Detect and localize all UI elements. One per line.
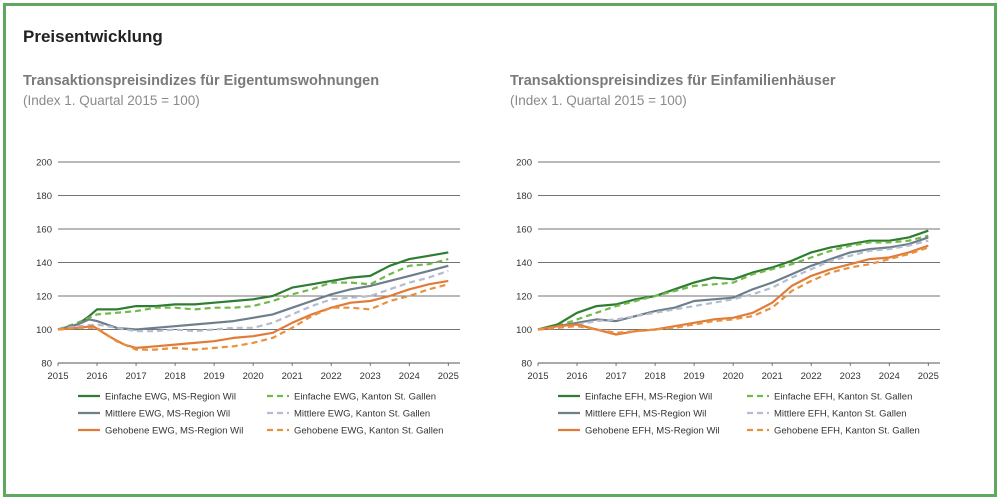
x-tick-label: 2024 <box>399 371 420 382</box>
x-tick-label: 2020 <box>243 371 264 382</box>
series-line-5 <box>537 244 929 336</box>
y-tick-label: 200 <box>36 158 52 169</box>
x-tick-label: 2018 <box>165 371 186 382</box>
y-tick-label: 140 <box>36 258 52 269</box>
y-tick-label: 160 <box>36 225 52 236</box>
legend-label: Mittlere EWG, MS-Region Wil <box>105 409 230 420</box>
legend-label: Gehobene EFH, MS-Region Wil <box>585 426 720 437</box>
series-line-2 <box>537 234 929 331</box>
x-tick-label: 2016 <box>566 371 587 382</box>
x-tick-label: 2015 <box>527 371 548 382</box>
legend-label: Einfache EFH, MS-Region Wil <box>585 392 712 403</box>
x-tick-label: 2024 <box>879 371 900 382</box>
series-line-1 <box>537 229 929 331</box>
x-tick-label: 2020 <box>723 371 744 382</box>
y-tick-label: 100 <box>36 325 52 336</box>
series-line-1 <box>57 251 449 331</box>
legend-label: Gehobene EFH, Kanton St. Gallen <box>774 426 920 437</box>
x-tick-label: 2023 <box>360 371 381 382</box>
legend-label: Einfache EFH, Kanton St. Gallen <box>774 392 912 403</box>
chart-title-einfamilienhaeuser: Transaktionspreisindizes für Einfamilien… <box>510 73 836 89</box>
y-tick-label: 140 <box>516 258 532 269</box>
legend-label: Einfache EWG, MS-Region Wil <box>105 392 236 403</box>
y-tick-label: 160 <box>516 225 532 236</box>
x-tick-label: 2021 <box>762 371 783 382</box>
line-chart-eigentumswohnungen: 80 100 120 140 160 180 200 2015 2016 2017 2018 2019… <box>36 158 460 437</box>
x-tick-label: 2023 <box>840 371 861 382</box>
series-line-4 <box>537 239 929 331</box>
x-tick-label: 2015 <box>47 371 68 382</box>
y-tick-label: 120 <box>36 292 52 303</box>
x-tick-label: 2025 <box>918 371 939 382</box>
y-tick-label: 200 <box>516 158 532 169</box>
x-tick-label: 2019 <box>204 371 225 382</box>
series-line-5 <box>57 279 449 349</box>
y-tick-label: 100 <box>516 325 532 336</box>
series-line-2 <box>57 258 449 331</box>
chart-subtitle-eigentumswohnungen: (Index 1. Quartal 2015 = 100) <box>23 93 200 108</box>
series-line-3 <box>57 264 449 331</box>
x-tick-label: 2022 <box>801 371 822 382</box>
x-tick-label: 2019 <box>684 371 705 382</box>
legend-label: Mittlere EWG, Kanton St. Gallen <box>294 409 430 420</box>
series-line-6 <box>537 246 929 334</box>
legend-label: Einfache EWG, Kanton St. Gallen <box>294 392 436 403</box>
legend-label: Gehobene EWG, Kanton St. Gallen <box>294 426 443 437</box>
series-line-6 <box>57 283 449 351</box>
chart-subtitle-einfamilienhaeuser: (Index 1. Quartal 2015 = 100) <box>510 93 687 108</box>
x-tick-label: 2022 <box>321 371 342 382</box>
legend-label: Mittlere EFH, MS-Region Wil <box>585 409 706 420</box>
line-chart-einfamilienhaeuser: 80 100 120 140 160 180 200 2015 2016 2017 2018 2019… <box>516 158 940 437</box>
x-tick-label: 2016 <box>86 371 107 382</box>
y-tick-label: 180 <box>516 191 532 202</box>
section-title: Preisentwicklung <box>23 27 163 46</box>
y-tick-label: 180 <box>36 191 52 202</box>
x-tick-label: 2017 <box>125 371 146 382</box>
x-tick-label: 2018 <box>645 371 666 382</box>
chart-title-eigentumswohnungen: Transaktionspreisindizes für Eigentumswo… <box>23 73 380 89</box>
x-tick-label: 2017 <box>605 371 626 382</box>
x-tick-label: 2025 <box>438 371 459 382</box>
series-line-4 <box>57 269 449 333</box>
y-tick-label: 80 <box>521 359 532 370</box>
y-tick-label: 80 <box>41 359 52 370</box>
x-tick-label: 2021 <box>282 371 303 382</box>
legend-label: Gehobene EWG, MS-Region Wil <box>105 426 243 437</box>
legend-label: Mittlere EFH, Kanton St. Gallen <box>774 409 907 420</box>
y-tick-label: 120 <box>516 292 532 303</box>
